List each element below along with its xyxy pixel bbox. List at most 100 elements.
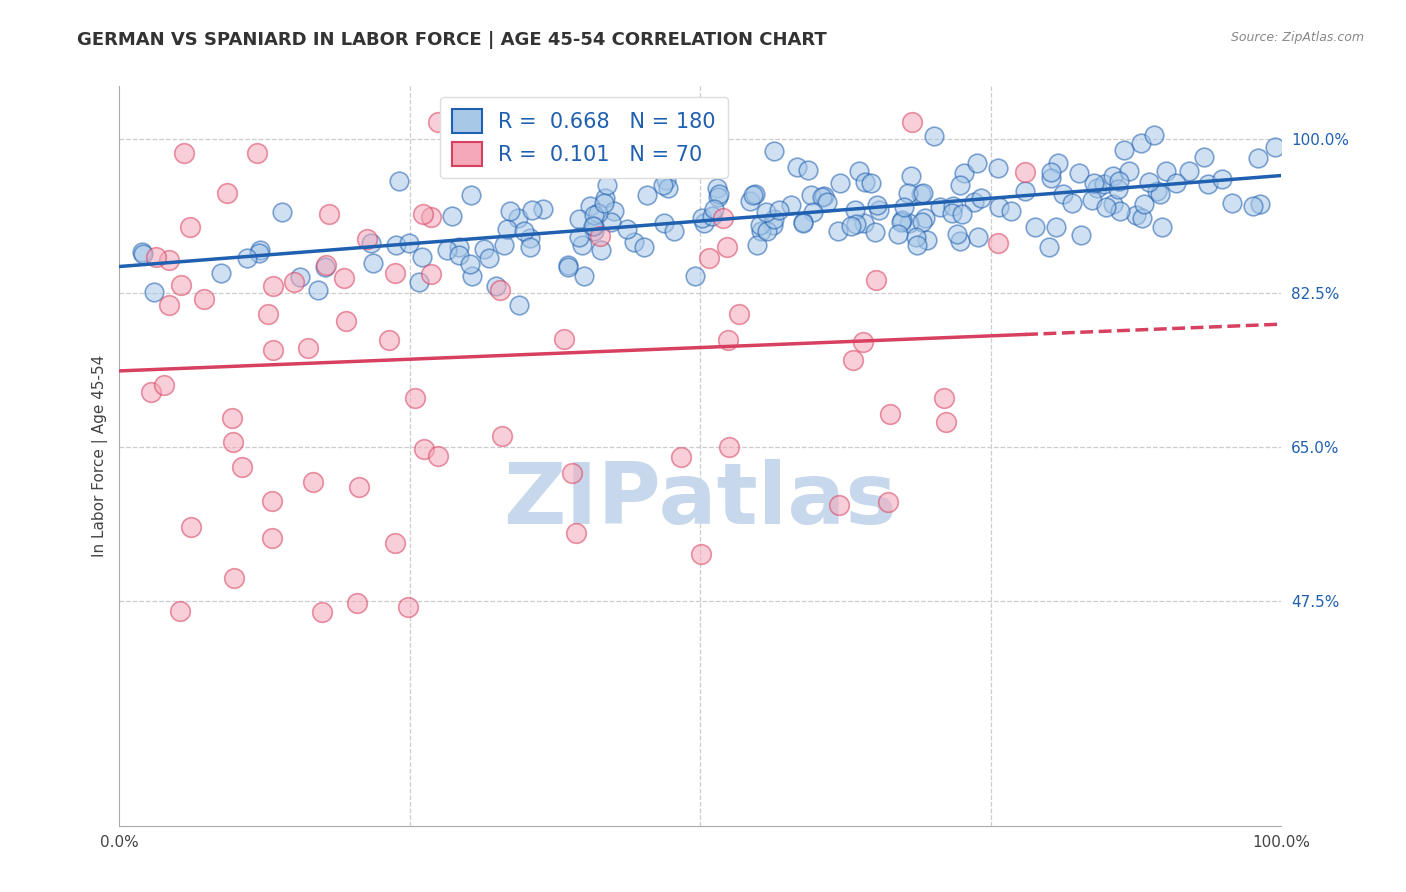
Point [1107, 182, 1129, 196]
Point [1220, 196, 1243, 211]
Point [616, 222, 638, 236]
Point [910, 215, 932, 229]
Point [249, 244, 271, 258]
Point [193, 292, 215, 306]
Point [582, 219, 605, 234]
Text: ZIPatlas: ZIPatlas [503, 458, 897, 541]
Point [458, 257, 481, 271]
Point [582, 224, 605, 238]
Point [1150, 219, 1173, 234]
Point [887, 227, 910, 241]
Point [1024, 220, 1046, 235]
Point [388, 174, 411, 188]
Point [288, 270, 311, 285]
Point [949, 234, 972, 248]
Point [262, 343, 284, 357]
Point [749, 224, 772, 238]
Point [419, 267, 441, 281]
Point [436, 243, 458, 257]
Point [568, 230, 591, 244]
Point [506, 211, 529, 226]
Point [716, 240, 738, 254]
Point [652, 178, 675, 192]
Point [478, 252, 501, 266]
Point [700, 210, 723, 224]
Point [460, 187, 482, 202]
Point [169, 278, 191, 293]
Point [865, 273, 887, 287]
Point [1014, 165, 1036, 179]
Point [1129, 136, 1152, 151]
Point [1045, 220, 1067, 235]
Point [1130, 211, 1153, 225]
Point [828, 176, 851, 190]
Point [404, 391, 426, 405]
Point [1194, 150, 1216, 164]
Point [966, 156, 988, 170]
Point [231, 459, 253, 474]
Y-axis label: In Labor Force | Age 45-54: In Labor Force | Age 45-54 [93, 355, 108, 558]
Point [361, 255, 384, 269]
Point [711, 211, 734, 226]
Point [297, 341, 319, 355]
Point [315, 258, 337, 272]
Point [411, 250, 433, 264]
Point [797, 163, 820, 178]
Point [890, 215, 912, 229]
Point [1143, 128, 1166, 142]
Point [890, 212, 912, 227]
Point [582, 219, 605, 234]
Point [928, 200, 950, 214]
Point [1247, 151, 1270, 165]
Point [360, 235, 382, 250]
Point [302, 475, 325, 489]
Point [879, 407, 901, 421]
Point [756, 224, 779, 238]
Point [145, 250, 167, 264]
Point [910, 186, 932, 201]
Point [1241, 198, 1264, 212]
Point [848, 163, 870, 178]
Point [589, 114, 612, 128]
Point [413, 442, 436, 456]
Point [513, 224, 536, 238]
Point [508, 298, 530, 312]
Point [839, 219, 862, 233]
Point [586, 206, 609, 220]
Point [460, 268, 482, 283]
Point [811, 190, 834, 204]
Point [748, 219, 770, 233]
Point [335, 314, 357, 328]
Point [485, 279, 508, 293]
Point [912, 186, 935, 200]
Point [1197, 177, 1219, 191]
Point [1038, 239, 1060, 253]
Point [1085, 181, 1108, 195]
Point [332, 271, 354, 285]
Point [970, 191, 993, 205]
Point [827, 499, 849, 513]
Point [786, 160, 808, 174]
Point [900, 169, 922, 183]
Point [633, 240, 655, 254]
Point [396, 600, 419, 615]
Point [1211, 171, 1233, 186]
Point [1146, 184, 1168, 198]
Point [591, 243, 613, 257]
Point [384, 266, 406, 280]
Point [262, 494, 284, 508]
Point [318, 207, 340, 221]
Point [893, 200, 915, 214]
Point [1149, 186, 1171, 201]
Point [1083, 176, 1105, 190]
Point [520, 202, 543, 217]
Point [427, 114, 450, 128]
Point [852, 335, 875, 350]
Point [356, 231, 378, 245]
Point [946, 227, 969, 241]
Point [215, 186, 238, 201]
Point [1102, 169, 1125, 183]
Point [408, 275, 430, 289]
Point [897, 186, 920, 201]
Point [922, 128, 945, 143]
